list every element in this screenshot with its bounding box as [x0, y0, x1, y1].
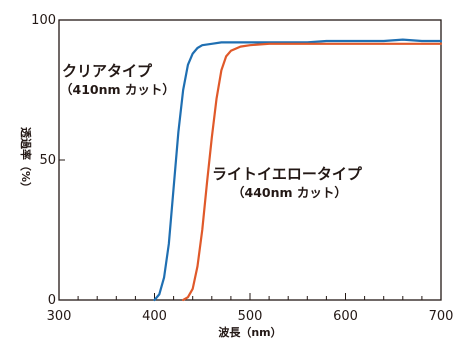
y-ticks: [59, 19, 65, 301]
y-axis-title: 透過率（%）: [19, 127, 33, 193]
x-axis-title: 波長（nm）: [218, 325, 281, 339]
series-line-1: [153, 38, 443, 302]
series-line-2: [182, 42, 443, 302]
series-layer: [153, 38, 443, 302]
x-minor-ticks: [58, 293, 442, 300]
series-2-annotation-cut: （440nm カット）: [232, 185, 347, 200]
series-1-annotation-name: クリアタイプ: [62, 62, 153, 80]
series-1-annotation-cut: （410nm カット）: [60, 82, 175, 97]
x-tick-label: 400: [142, 309, 167, 324]
x-tick-label: 300: [47, 309, 72, 324]
y-tick-label: 100: [31, 13, 56, 28]
x-tick-label: 700: [429, 309, 454, 324]
y-tick-label: 50: [39, 153, 56, 168]
x-tick-label: 500: [238, 309, 263, 324]
y-tick-label: 0: [48, 293, 56, 308]
series-2-annotation-name: ライトイエロータイプ: [212, 165, 363, 183]
x-tick-label: 600: [333, 309, 358, 324]
tick-labels: 300 400 500 600 700 0 50 100: [31, 13, 453, 324]
